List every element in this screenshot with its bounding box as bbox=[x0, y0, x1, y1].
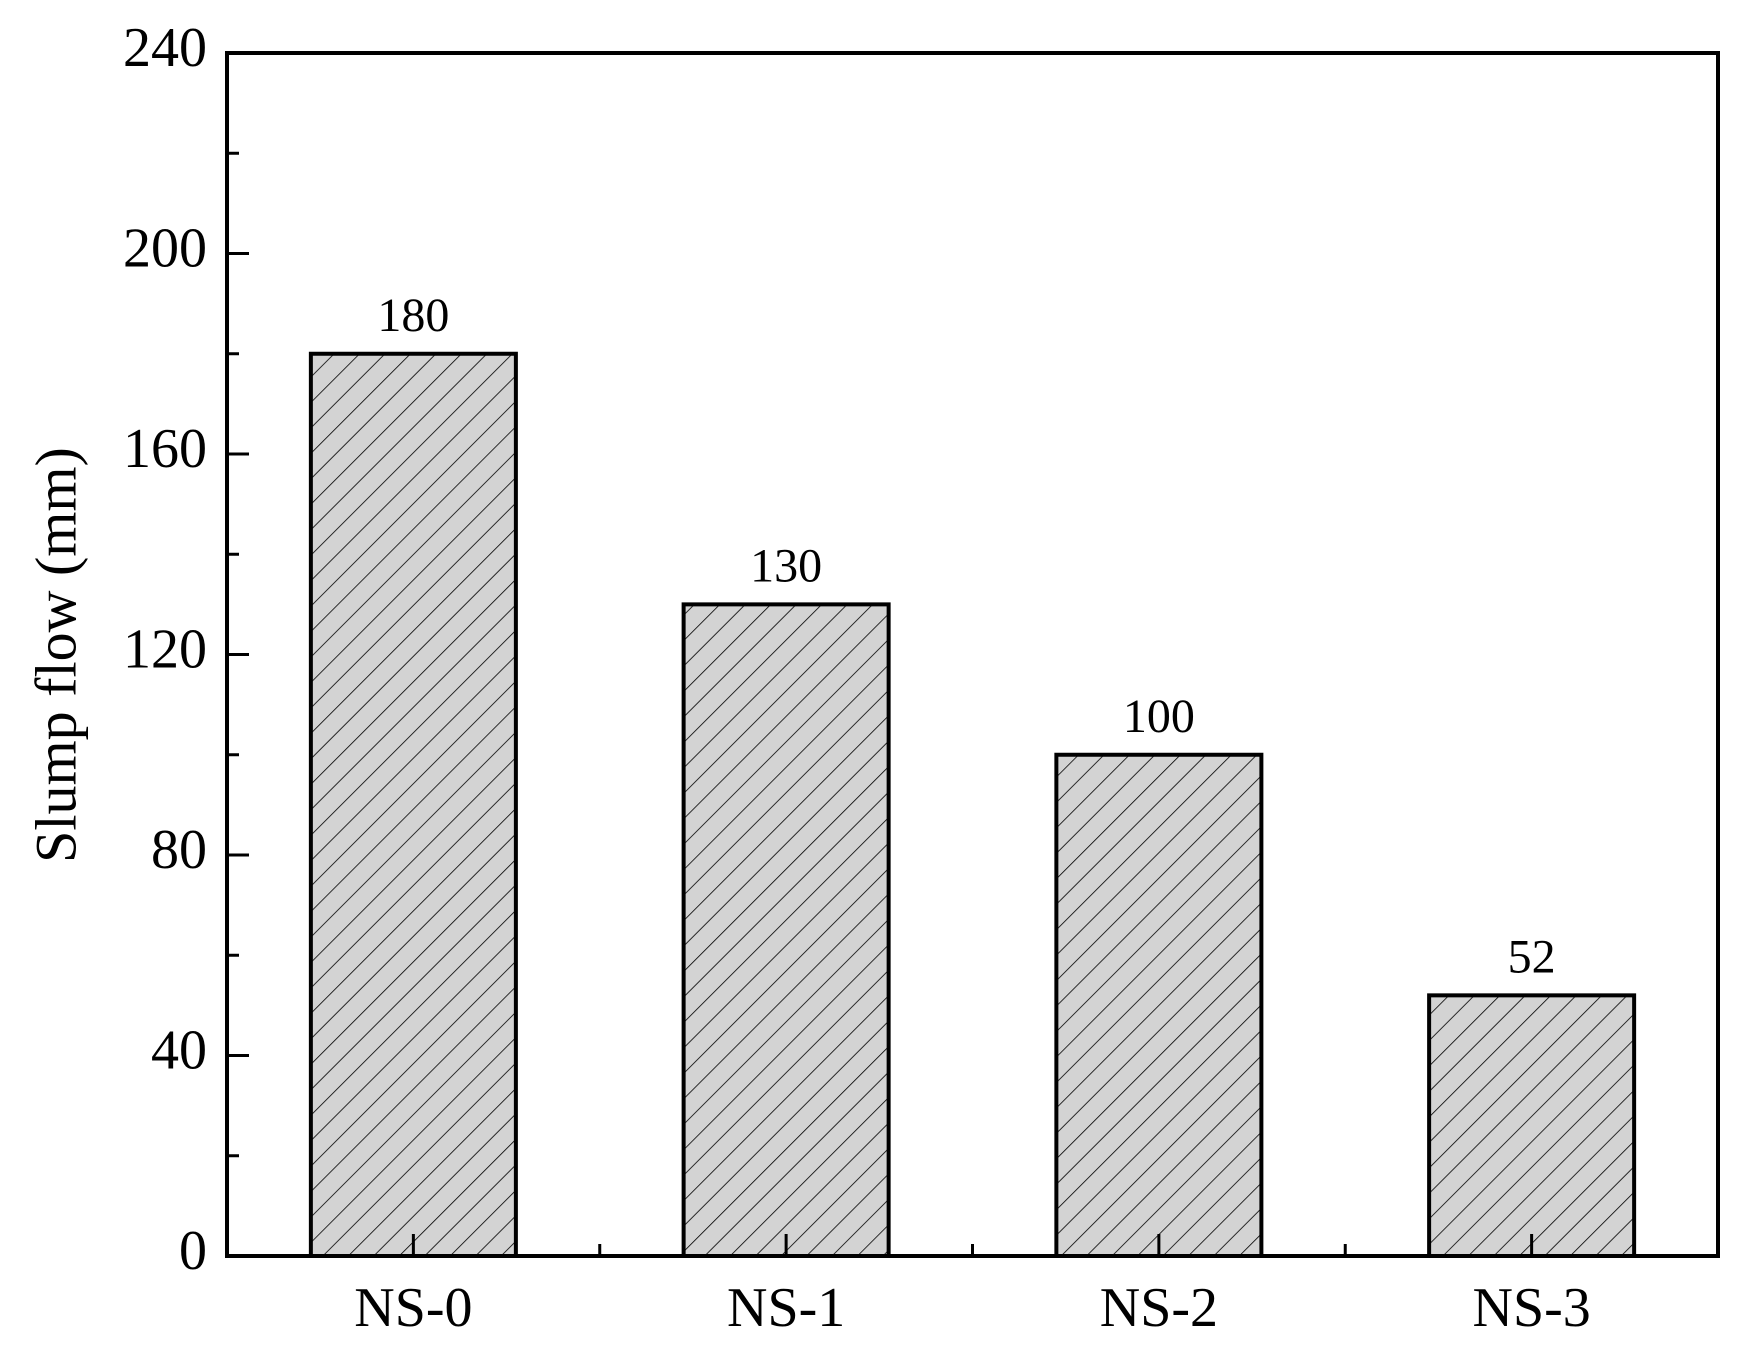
bar bbox=[1054, 752, 1264, 1258]
y-tick-label: 0 bbox=[179, 1220, 207, 1282]
y-tick-label: 80 bbox=[151, 819, 207, 881]
x-tick-label: NS-0 bbox=[354, 1277, 472, 1339]
y-tick-label: 40 bbox=[151, 1019, 207, 1081]
x-tick-label: NS-1 bbox=[727, 1277, 845, 1339]
y-tick-label: 160 bbox=[123, 418, 207, 480]
x-tick-label: NS-2 bbox=[1100, 1277, 1218, 1339]
bar bbox=[308, 351, 518, 1258]
y-tick-label: 120 bbox=[123, 618, 207, 680]
bar bbox=[681, 602, 891, 1258]
value-label: 130 bbox=[750, 539, 822, 592]
value-label: 100 bbox=[1123, 690, 1195, 743]
y-tick-label: 240 bbox=[123, 17, 207, 79]
x-tick-label: NS-3 bbox=[1473, 1277, 1591, 1339]
value-label: 52 bbox=[1508, 930, 1556, 983]
bar bbox=[1427, 993, 1637, 1258]
plot-frame bbox=[225, 51, 1720, 1258]
value-label: 180 bbox=[377, 289, 449, 342]
y-axis-label: Slump flow (mm) bbox=[23, 447, 88, 863]
y-tick-label: 200 bbox=[123, 217, 207, 279]
